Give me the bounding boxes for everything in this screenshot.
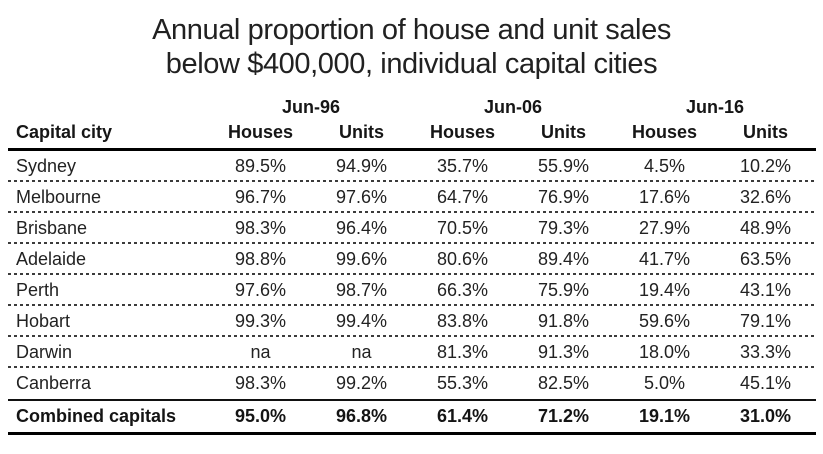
cell-value: na (311, 337, 412, 368)
column-header-units-jun96: Units (311, 120, 412, 151)
chart-title-line-2: below $400,000, individual capital citie… (165, 48, 658, 80)
table-row: Canberra 98.3% 99.2% 55.3% 82.5% 5.0% 45.1% (8, 368, 816, 401)
cell-value: 97.6% (210, 275, 311, 306)
row-city-label: Sydney (8, 149, 210, 182)
cell-value: 48.9% (715, 213, 816, 244)
chart-title: Annual proportion of house and unit sale… (0, 13, 823, 81)
cell-value: 97.6% (311, 182, 412, 213)
cell-value: 64.7% (412, 182, 513, 213)
cell-value: 89.5% (210, 149, 311, 182)
cell-value: 17.6% (614, 182, 715, 213)
table-row: Brisbane 98.3% 96.4% 70.5% 79.3% 27.9% 48.9% (8, 213, 816, 244)
chart-title-line-1: Annual proportion of house and unit sale… (152, 14, 671, 46)
cell-value: 61.4% (412, 400, 513, 435)
page: Annual proportion of house and unit sale… (0, 13, 823, 454)
column-header-houses-jun06: Houses (412, 120, 513, 151)
row-city-label: Hobart (8, 306, 210, 337)
row-city-label: Brisbane (8, 213, 210, 244)
cell-value: 4.5% (614, 149, 715, 182)
cell-value: 94.9% (311, 149, 412, 182)
row-city-label: Perth (8, 275, 210, 306)
table-row: Darwin na na 81.3% 91.3% 18.0% 33.3% (8, 337, 816, 368)
table-header: Jun-96 Jun-06 Jun-16 Capital city Houses… (8, 94, 816, 151)
cell-value: 82.5% (513, 368, 614, 401)
cell-value: 66.3% (412, 275, 513, 306)
row-city-label: Melbourne (8, 182, 210, 213)
table-row: Perth 97.6% 98.7% 66.3% 75.9% 19.4% 43.1% (8, 275, 816, 306)
cell-value: 99.2% (311, 368, 412, 401)
cell-value: 96.7% (210, 182, 311, 213)
cell-value: 79.1% (715, 306, 816, 337)
row-city-label: Adelaide (8, 244, 210, 275)
cell-value: na (210, 337, 311, 368)
cell-value: 55.9% (513, 149, 614, 182)
sales-proportion-table: Jun-96 Jun-06 Jun-16 Capital city Houses… (8, 94, 816, 435)
cell-value: 79.3% (513, 213, 614, 244)
table-row: Adelaide 98.8% 99.6% 80.6% 89.4% 41.7% 63.5% (8, 244, 816, 275)
cell-value: 71.2% (513, 400, 614, 435)
cell-value: 83.8% (412, 306, 513, 337)
cell-value: 59.6% (614, 306, 715, 337)
cell-value: 18.0% (614, 337, 715, 368)
cell-value: 35.7% (412, 149, 513, 182)
cell-value: 99.6% (311, 244, 412, 275)
cell-value: 80.6% (412, 244, 513, 275)
cell-value: 98.7% (311, 275, 412, 306)
cell-value: 41.7% (614, 244, 715, 275)
cell-value: 91.8% (513, 306, 614, 337)
cell-value: 99.4% (311, 306, 412, 337)
cell-value: 70.5% (412, 213, 513, 244)
cell-value: 81.3% (412, 337, 513, 368)
cell-value: 99.3% (210, 306, 311, 337)
table-body: Sydney 89.5% 94.9% 35.7% 55.9% 4.5% 10.2% Melbo… (8, 149, 816, 435)
cell-value: 98.3% (210, 368, 311, 401)
cell-value: 43.1% (715, 275, 816, 306)
group-header-jun16: Jun-16 (685, 97, 745, 117)
cell-value: 5.0% (614, 368, 715, 401)
group-header-jun96: Jun-96 (281, 97, 341, 117)
table-row: Sydney 89.5% 94.9% 35.7% 55.9% 4.5% 10.2% (8, 149, 816, 182)
cell-value: 89.4% (513, 244, 614, 275)
cell-value: 10.2% (715, 149, 816, 182)
cell-value: 75.9% (513, 275, 614, 306)
cell-value: 63.5% (715, 244, 816, 275)
table-row: Hobart 99.3% 99.4% 83.8% 91.8% 59.6% 79.1% (8, 306, 816, 337)
cell-value: 27.9% (614, 213, 715, 244)
row-city-label: Darwin (8, 337, 210, 368)
row-city-label: Canberra (8, 368, 210, 401)
cell-value: 33.3% (715, 337, 816, 368)
cell-value: 76.9% (513, 182, 614, 213)
cell-value: 19.1% (614, 400, 715, 435)
table-row: Melbourne 96.7% 97.6% 64.7% 76.9% 17.6% 32.6% (8, 182, 816, 213)
cell-value: 96.4% (311, 213, 412, 244)
cell-value: 45.1% (715, 368, 816, 401)
cell-value: 32.6% (715, 182, 816, 213)
column-header-houses-jun16: Houses (614, 120, 715, 151)
cell-value: 96.8% (311, 400, 412, 435)
column-header-houses-jun96: Houses (210, 120, 311, 151)
cell-value: 98.8% (210, 244, 311, 275)
cell-value: 19.4% (614, 275, 715, 306)
cell-value: 31.0% (715, 400, 816, 435)
column-header-capital-city: Capital city (8, 120, 210, 151)
cell-value: 95.0% (210, 400, 311, 435)
column-header-units-jun06: Units (513, 120, 614, 151)
group-header-jun06: Jun-06 (483, 97, 543, 117)
column-header-row: Capital city Houses Units Houses Units H… (8, 120, 816, 151)
cell-value: 91.3% (513, 337, 614, 368)
column-header-units-jun16: Units (715, 120, 816, 151)
row-city-label: Combined capitals (8, 400, 210, 435)
table-row-total: Combined capitals 95.0% 96.8% 61.4% 71.2% 19.… (8, 400, 816, 435)
empty-corner-cell (8, 94, 210, 120)
period-group-header-row: Jun-96 Jun-06 Jun-16 (8, 94, 816, 120)
cell-value: 55.3% (412, 368, 513, 401)
cell-value: 98.3% (210, 213, 311, 244)
